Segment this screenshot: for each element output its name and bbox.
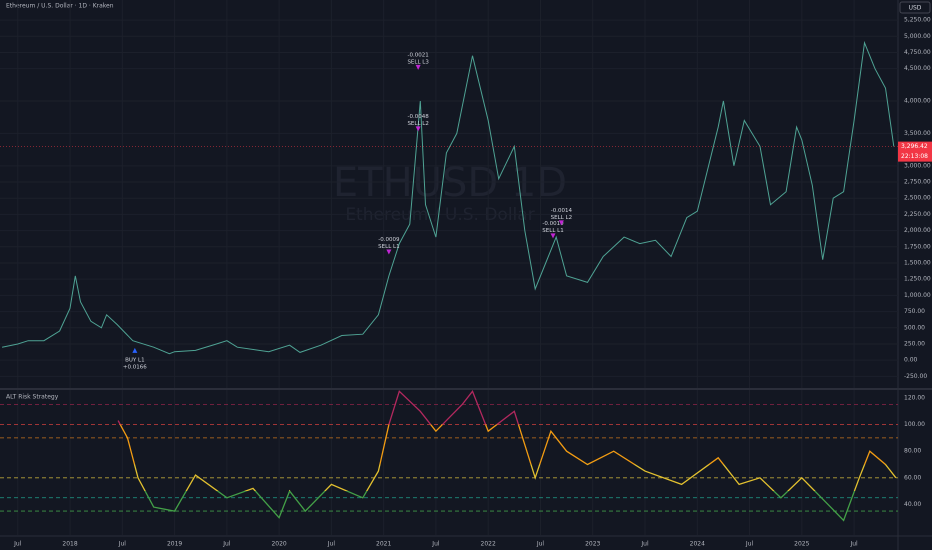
y-tick-label: 2,750.00	[904, 179, 931, 186]
x-tick-label: 2025	[794, 541, 809, 548]
y-tick-label: -250.00	[904, 373, 927, 380]
countdown-label: 22:13:08	[901, 153, 928, 160]
last-price-box	[898, 141, 932, 162]
y-tick-label: 5,250.00	[904, 17, 931, 24]
y-tick-label: 3,500.00	[904, 130, 931, 137]
signal-marker	[415, 126, 421, 132]
signal-label: -0.0048	[408, 114, 430, 120]
signal-label: SELL L1	[542, 228, 563, 234]
signal-label: -0.0010	[542, 221, 564, 227]
signal-label: -0.0014	[551, 208, 573, 214]
signal-marker	[550, 233, 556, 239]
series-line	[117, 390, 897, 522]
y-tick-label: 5,000.00	[904, 33, 931, 40]
signal-label: +0.0166	[123, 364, 147, 370]
x-tick-label: Jul	[640, 541, 649, 548]
signal-marker	[386, 249, 392, 255]
y-tick-label: 100.00	[904, 421, 925, 428]
y-tick-label: 2,000.00	[904, 227, 931, 234]
y-tick-label: 2,250.00	[904, 211, 931, 218]
chart-title: Ethereum / U.S. Dollar · 1D · Kraken	[6, 3, 114, 10]
x-tick-label: 2020	[271, 541, 286, 548]
x-tick-label: 2024	[690, 541, 705, 548]
x-tick-label: Jul	[431, 541, 440, 548]
x-tick-label: 2018	[62, 541, 77, 548]
y-tick-label: 1,750.00	[904, 243, 931, 250]
y-tick-label: 1,000.00	[904, 292, 931, 299]
x-tick-label: Jul	[13, 541, 22, 548]
x-tick-label: Jul	[849, 541, 858, 548]
signal-label: BUY L1	[125, 357, 144, 363]
indicator-title: ALT Risk Strategy	[6, 394, 59, 401]
signal-label: -0.0009	[378, 237, 400, 243]
y-tick-label: 120.00	[904, 394, 925, 401]
signal-marker	[558, 220, 564, 226]
signal-marker	[132, 347, 138, 353]
signal-marker	[415, 64, 421, 70]
x-tick-label: 2021	[376, 541, 391, 548]
y-tick-label: 3,000.00	[904, 162, 931, 169]
y-tick-label: 500.00	[904, 324, 925, 331]
y-tick-label: 2,500.00	[904, 195, 931, 202]
signal-label: SELL L3	[407, 59, 429, 65]
y-tick-label: 250.00	[904, 340, 925, 347]
y-tick-label: 60.00	[904, 474, 921, 481]
x-tick-label: 2023	[585, 541, 600, 548]
y-tick-label: 1,500.00	[904, 259, 931, 266]
signal-label: SELL L1	[378, 244, 399, 250]
x-tick-label: Jul	[118, 541, 127, 548]
signal-label: SELL L2	[551, 215, 572, 221]
x-tick-label: 2022	[481, 541, 496, 548]
y-tick-label: 4,750.00	[904, 49, 931, 56]
currency-box[interactable]	[899, 1, 931, 14]
last-price-label: 3,296.42	[901, 143, 928, 150]
x-tick-label: Jul	[222, 541, 231, 548]
signal-label: SELL L2	[407, 121, 428, 127]
x-tick-label: Jul	[745, 541, 754, 548]
watermark-text: ETHUSD 1D	[333, 160, 567, 206]
y-tick-label: 40.00	[904, 501, 921, 508]
x-tick-label: Jul	[536, 541, 545, 548]
watermark: ETHUSD 1D Ethereum / U.S. Dollar	[333, 160, 567, 225]
y-tick-label: 0.00	[904, 357, 918, 364]
y-tick-label: 750.00	[904, 308, 925, 315]
series-line	[2, 40, 895, 355]
y-tick-label: 80.00	[904, 448, 921, 455]
watermark-subtitle: Ethereum / U.S. Dollar	[345, 205, 534, 225]
currency[interactable]: USD	[909, 5, 922, 12]
y-tick-label: 4,000.00	[904, 98, 931, 105]
signal-label: -0.0021	[408, 52, 429, 58]
x-tick-label: 2019	[167, 541, 182, 548]
y-tick-label: 4,500.00	[904, 65, 931, 72]
y-tick-label: 1,250.00	[904, 276, 931, 283]
x-tick-label: Jul	[327, 541, 336, 548]
